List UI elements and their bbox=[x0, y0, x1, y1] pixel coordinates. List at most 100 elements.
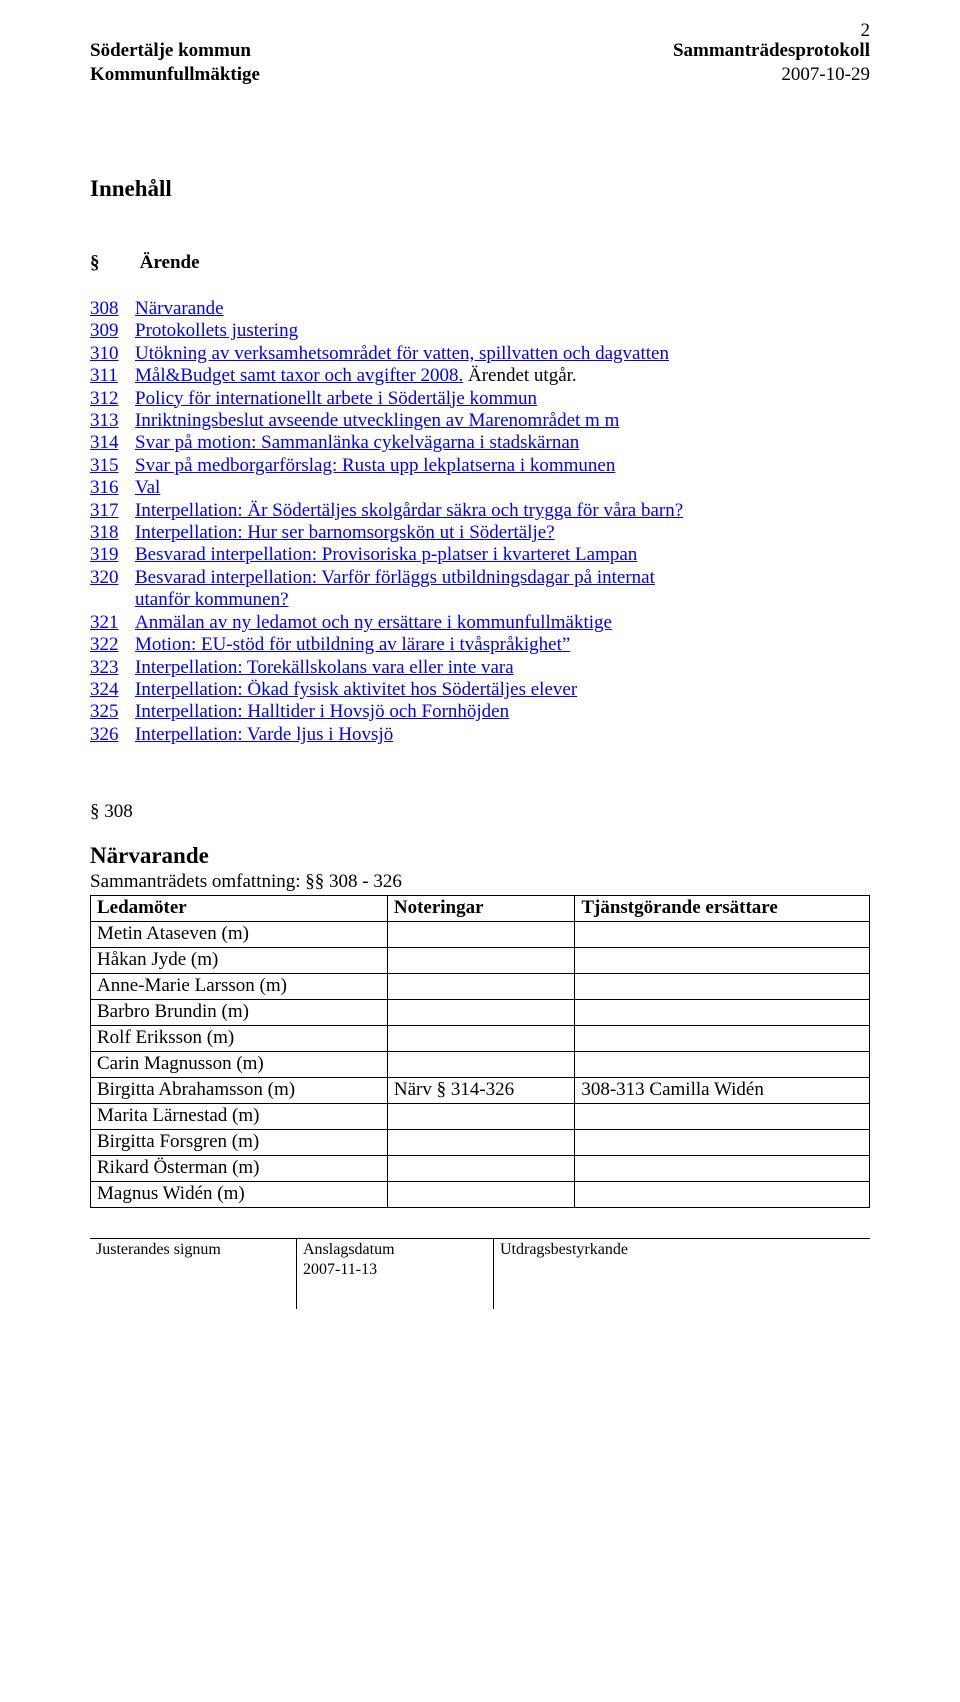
toc-link-number[interactable]: 316 bbox=[90, 477, 135, 499]
footer-justerandes: Justerandes signum bbox=[90, 1239, 297, 1309]
toc-link-number[interactable]: 325 bbox=[90, 701, 135, 723]
header-doc-title: Sammanträdesprotokoll bbox=[673, 40, 870, 62]
toc-link-number[interactable]: 313 bbox=[90, 410, 135, 432]
table-row: Marita Lärnestad (m) bbox=[91, 1104, 870, 1130]
footer-anslagsdatum: Anslagsdatum 2007-11-13 bbox=[297, 1239, 494, 1309]
toc-item: 316Val bbox=[90, 477, 870, 499]
table-row: Carin Magnusson (m) bbox=[91, 1052, 870, 1078]
toc-link-number[interactable]: 326 bbox=[90, 724, 135, 746]
table-row: Birgitta Abrahamsson (m)Närv § 314-32630… bbox=[91, 1078, 870, 1104]
table-row: Metin Ataseven (m) bbox=[91, 922, 870, 948]
table-cell bbox=[387, 1104, 574, 1130]
toc-link-title[interactable]: Interpellation: Varde ljus i Hovsjö bbox=[135, 724, 393, 746]
toc-item: 320Besvarad interpellation: Varför förlä… bbox=[90, 567, 870, 589]
table-cell bbox=[575, 1130, 870, 1156]
toc-item: 311Mål&Budget samt taxor och avgifter 20… bbox=[90, 365, 870, 387]
table-cell: Birgitta Abrahamsson (m) bbox=[91, 1078, 388, 1104]
toc-link-number[interactable]: 317 bbox=[90, 500, 135, 522]
toc-link-title[interactable]: Anmälan av ny ledamot och ny ersättare i… bbox=[135, 612, 612, 634]
toc-link-number[interactable]: 318 bbox=[90, 522, 135, 544]
toc-item: 318Interpellation: Hur ser barnomsorgskö… bbox=[90, 522, 870, 544]
table-row: Magnus Widén (m) bbox=[91, 1182, 870, 1208]
toc-link-title[interactable]: Svar på motion: Sammanlänka cykelvägarna… bbox=[135, 432, 579, 454]
toc-link-number[interactable]: 321 bbox=[90, 612, 135, 634]
toc-link-title[interactable]: Protokollets justering bbox=[135, 320, 298, 342]
toc-item: 309Protokollets justering bbox=[90, 320, 870, 342]
toc-item: 324Interpellation: Ökad fysisk aktivitet… bbox=[90, 679, 870, 701]
toc-item: 315Svar på medborgarförslag: Rusta upp l… bbox=[90, 455, 870, 477]
toc-link-title[interactable]: Utökning av verksamhetsområdet för vatte… bbox=[135, 343, 669, 365]
toc-link-title[interactable]: Besvarad interpellation: Provisoriska p-… bbox=[135, 544, 637, 566]
toc-item: 310Utökning av verksamhetsområdet för va… bbox=[90, 343, 870, 365]
toc-link-number[interactable]: 322 bbox=[90, 634, 135, 656]
toc-link-title[interactable]: Interpellation: Är Södertäljes skolgårda… bbox=[135, 500, 683, 522]
toc-item: 326Interpellation: Varde ljus i Hovsjö bbox=[90, 724, 870, 746]
table-cell: Carin Magnusson (m) bbox=[91, 1052, 388, 1078]
table-cell: Håkan Jyde (m) bbox=[91, 948, 388, 974]
toc-link-number[interactable]: 314 bbox=[90, 432, 135, 454]
toc-link-title[interactable]: Inriktningsbeslut avseende utvecklingen … bbox=[135, 410, 619, 432]
toc-link-number[interactable]: 308 bbox=[90, 298, 135, 320]
toc-link-number[interactable]: 309 bbox=[90, 320, 135, 342]
toc-link-title[interactable]: Val bbox=[135, 477, 160, 499]
page: 2 Södertälje kommun Sammanträdesprotokol… bbox=[0, 0, 960, 1702]
footer-anslagsdatum-date: 2007-11-13 bbox=[303, 1261, 483, 1279]
toc-link-number[interactable]: 311 bbox=[90, 365, 135, 387]
toc-link-title[interactable]: Svar på medborgarförslag: Rusta upp lekp… bbox=[135, 455, 615, 477]
toc-item: 323Interpellation: Torekällskolans vara … bbox=[90, 657, 870, 679]
toc-item: 325Interpellation: Halltider i Hovsjö oc… bbox=[90, 701, 870, 723]
toc-link-title[interactable]: Närvarande bbox=[135, 298, 224, 320]
table-cell bbox=[387, 974, 574, 1000]
toc-link-title[interactable]: Interpellation: Halltider i Hovsjö och F… bbox=[135, 701, 509, 723]
toc-link-continuation[interactable]: utanför kommunen? bbox=[135, 589, 870, 611]
table-cell bbox=[387, 1182, 574, 1208]
toc-link-number[interactable]: 324 bbox=[90, 679, 135, 701]
table-cell bbox=[387, 1052, 574, 1078]
table-header-row: Ledamöter Noteringar Tjänstgörande ersät… bbox=[91, 896, 870, 922]
table-row: Rolf Eriksson (m) bbox=[91, 1026, 870, 1052]
toc-link-title[interactable]: Motion: EU-stöd för utbildning av lärare… bbox=[135, 634, 570, 656]
table-cell bbox=[387, 922, 574, 948]
toc-item: 321Anmälan av ny ledamot och ny ersättar… bbox=[90, 612, 870, 634]
table-row: Birgitta Forsgren (m) bbox=[91, 1130, 870, 1156]
table-cell bbox=[575, 922, 870, 948]
toc-link-title[interactable]: Interpellation: Torekällskolans vara ell… bbox=[135, 657, 514, 679]
table-cell bbox=[575, 1156, 870, 1182]
toc-item: 314Svar på motion: Sammanlänka cykelväga… bbox=[90, 432, 870, 454]
header-body: Kommunfullmäktige bbox=[90, 64, 260, 86]
table-cell: Anne-Marie Larsson (m) bbox=[91, 974, 388, 1000]
table-cell: Magnus Widén (m) bbox=[91, 1182, 388, 1208]
toc-link-number[interactable]: 312 bbox=[90, 388, 135, 410]
table-cell: Närv § 314-326 bbox=[387, 1078, 574, 1104]
table-cell bbox=[575, 974, 870, 1000]
heading-arende: Ärende bbox=[140, 252, 200, 273]
toc-link-number[interactable]: 310 bbox=[90, 343, 135, 365]
toc-link-title[interactable]: Mål&Budget samt taxor och avgifter 2008. bbox=[135, 365, 463, 387]
page-number: 2 bbox=[861, 20, 871, 42]
footer-anslagsdatum-label: Anslagsdatum bbox=[303, 1241, 483, 1259]
toc-link-title[interactable]: Policy för internationellt arbete i Söde… bbox=[135, 388, 537, 410]
footer-utdrag: Utdragsbestyrkande bbox=[494, 1239, 870, 1309]
toc-link-title[interactable]: Interpellation: Ökad fysisk aktivitet ho… bbox=[135, 679, 577, 701]
toc-link-number[interactable]: 320 bbox=[90, 567, 135, 589]
table-row: Anne-Marie Larsson (m) bbox=[91, 974, 870, 1000]
toc-link-title[interactable]: Interpellation: Hur ser barnomsorgskön u… bbox=[135, 522, 555, 544]
toc-item: 319Besvarad interpellation: Provisoriska… bbox=[90, 544, 870, 566]
table-cell: 308-313 Camilla Widén bbox=[575, 1078, 870, 1104]
section-subtitle: Sammanträdets omfattning: §§ 308 - 326 bbox=[90, 871, 870, 893]
toc-link-number[interactable]: 315 bbox=[90, 455, 135, 477]
toc-plain-text: Ärendet utgår. bbox=[463, 365, 576, 386]
heading-arende-row: § Ärende bbox=[90, 252, 870, 274]
toc-link-number[interactable]: 323 bbox=[90, 657, 135, 679]
table-cell bbox=[387, 1130, 574, 1156]
table-cell bbox=[575, 1026, 870, 1052]
table-header-cell: Ledamöter bbox=[91, 896, 388, 922]
toc-link-number[interactable]: 319 bbox=[90, 544, 135, 566]
table-row: Rikard Österman (m) bbox=[91, 1156, 870, 1182]
table-cell: Metin Ataseven (m) bbox=[91, 922, 388, 948]
footer: Justerandes signum Anslagsdatum 2007-11-… bbox=[90, 1238, 870, 1309]
section-number: § 308 bbox=[90, 801, 870, 823]
header-row-1: Södertälje kommun Sammanträdesprotokoll bbox=[90, 40, 870, 62]
toc-link-title[interactable]: Besvarad interpellation: Varför förläggs… bbox=[135, 567, 655, 589]
members-table: Ledamöter Noteringar Tjänstgörande ersät… bbox=[90, 895, 870, 1208]
